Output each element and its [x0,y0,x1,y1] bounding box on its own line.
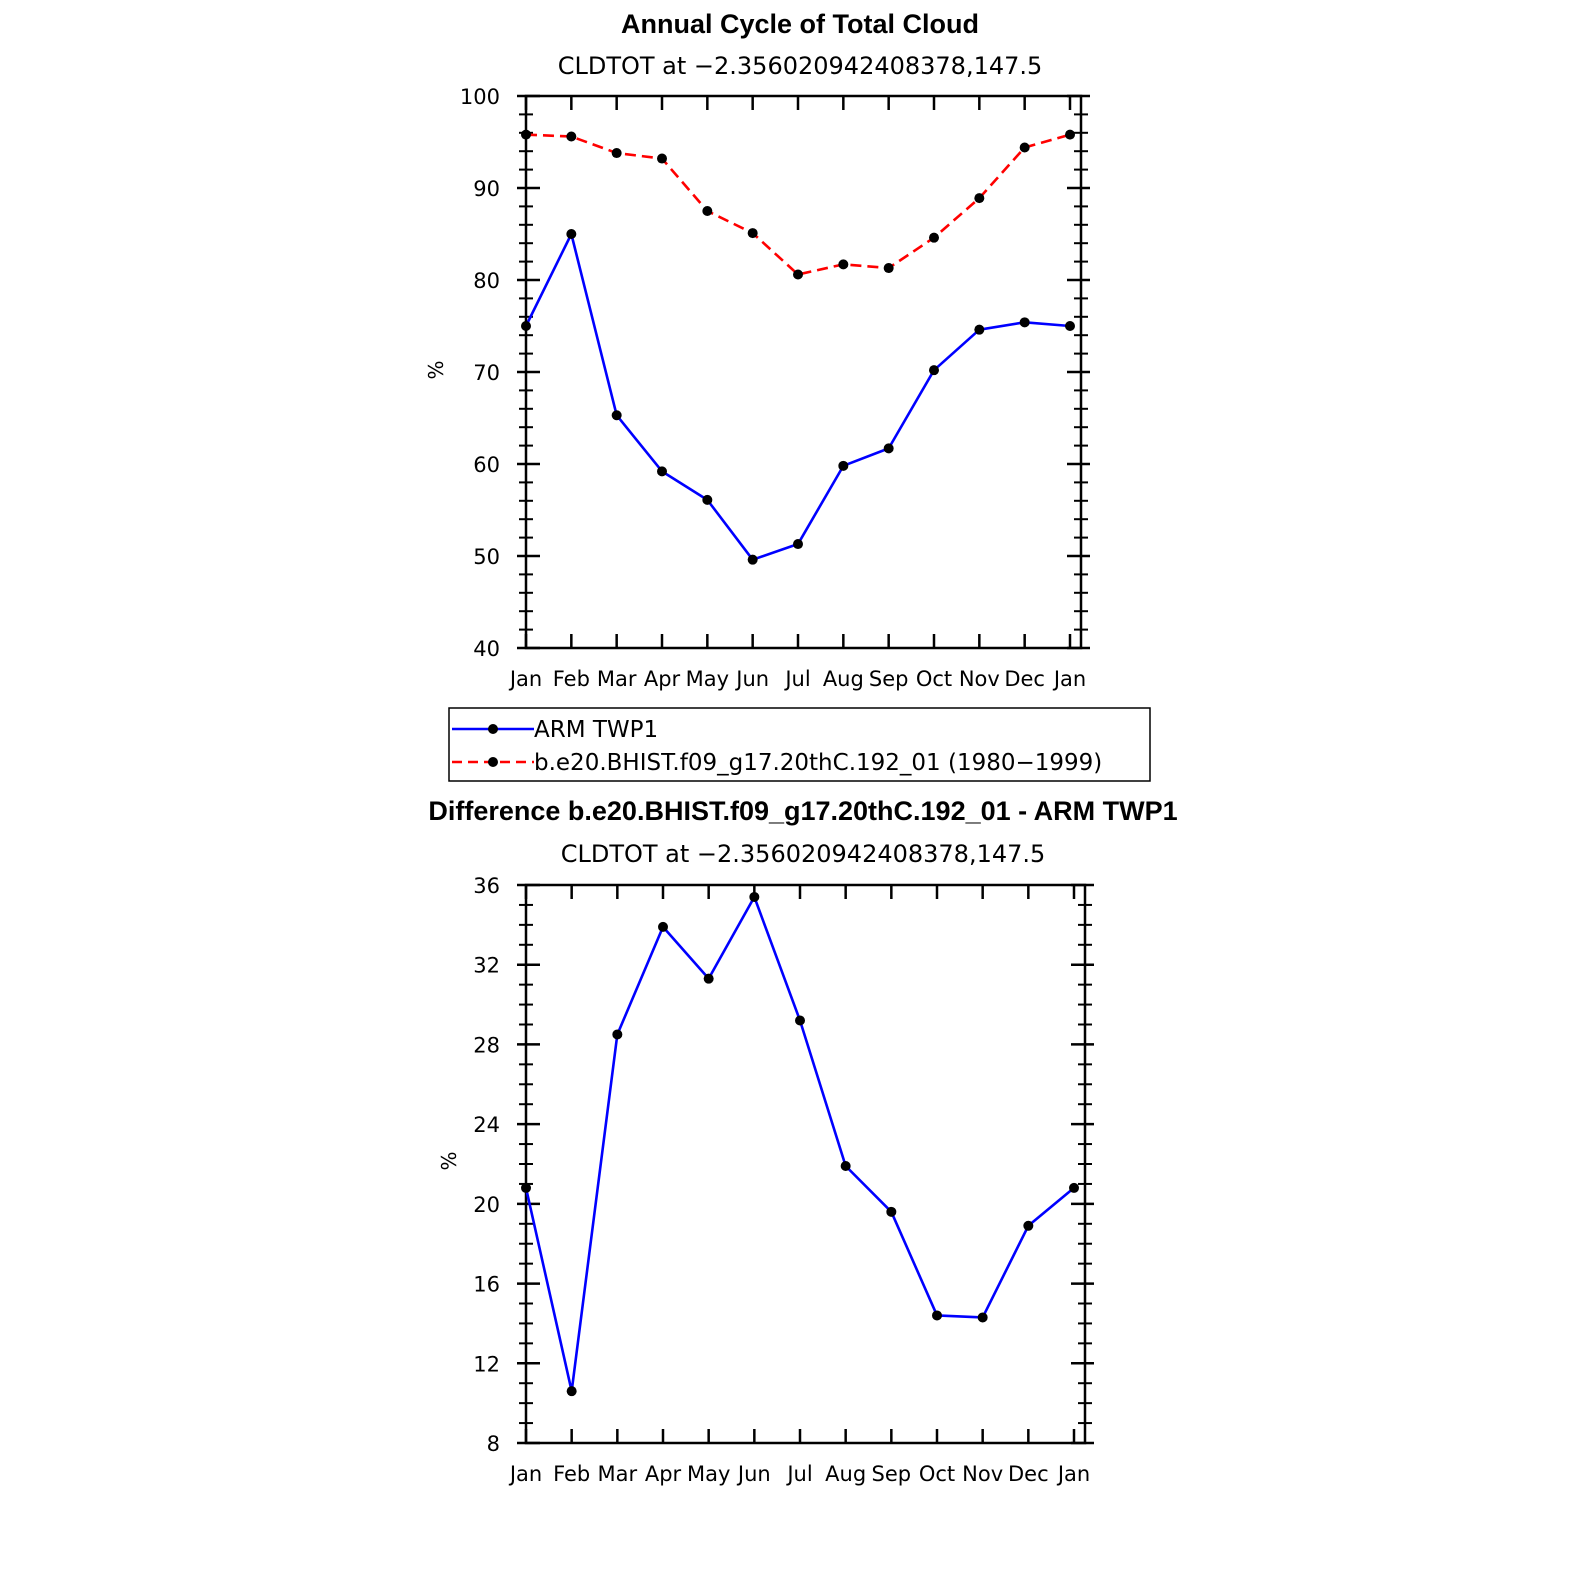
x-tick-label: Nov [959,667,1000,691]
y-tick-label: 8 [487,1432,500,1456]
chart-1-series-1-point [566,229,577,239]
chart-2-series-1-point [566,1386,577,1397]
chart-1-series-1-point [702,494,713,505]
x-tick-label: Jan [1052,667,1086,691]
y-tick-label: 32 [473,954,500,978]
x-tick-label: Jun [736,1462,771,1486]
chart-2: Difference b.e20.BHIST.f09_g17.20thC.192… [428,796,1177,1486]
legend-marker-model [488,757,498,767]
x-tick-label: Dec [1008,1462,1049,1486]
chart-2-series-1-point [795,1015,805,1026]
chart-2-series-1-point [658,921,668,932]
x-tick-label: Aug [823,667,864,691]
chart-1-series-2-point [747,228,758,239]
chart-1-series-2-point [974,193,985,204]
x-tick-label: Jul [783,667,810,691]
y-tick-label: 24 [473,1113,500,1137]
y-tick-label: 12 [473,1352,500,1376]
x-tick-label: Mar [597,667,637,691]
x-tick-label: Dec [1004,667,1045,691]
chart-1-series-2-point [702,206,713,216]
x-tick-label: Aug [825,1462,866,1486]
chart-2-series-1-point [1069,1182,1079,1193]
chart-1-series-2-point [838,259,849,270]
chart-1-series-1-point [611,410,622,421]
chart-1-series-line-1 [524,232,1071,561]
chart-1-series-2-point [1019,142,1030,153]
chart-2-series-1-point [749,891,760,902]
y-tick-label: 50 [473,545,500,569]
chart-1-series-1-point [793,539,803,550]
y-tick-label: 80 [473,269,500,293]
chart-1-series-2-point [566,131,577,142]
y-tick-label: 36 [473,874,500,898]
chart-2-title: Difference b.e20.BHIST.f09_g17.20thC.192… [428,796,1177,826]
y-tick-label: 70 [473,361,500,385]
chart-2-plot-frame [524,883,1087,1445]
chart-1-series-2-point [793,269,803,280]
y-tick-label: 16 [473,1273,500,1297]
x-tick-label: Apr [644,667,681,691]
x-tick-label: Sep [869,667,909,691]
x-tick-label: Nov [962,1462,1003,1486]
chart-1-series-1-point [747,554,758,565]
chart-1-series-1-point [974,324,985,335]
chart-1-series-2-point [611,148,622,159]
x-tick-label: May [686,667,729,691]
x-tick-label: May [687,1462,730,1486]
chart-1-series-2-point [883,263,894,274]
chart-1: Annual Cycle of Total Cloud CLDTOT at −2… [424,9,1090,691]
chart-1-series-2-point [1065,129,1075,140]
chart-2-ylabel: % [437,1151,461,1170]
chart-2-series-1-point [1023,1220,1034,1231]
x-tick-label: Sep [872,1462,912,1486]
chart-1-series-line-2 [525,133,1071,276]
y-tick-label: 28 [473,1033,500,1057]
legend-label-model: b.e20.BHIST.f09_g17.20thC.192_01 (1980−1… [534,750,1102,776]
x-tick-label: Oct [919,1462,955,1486]
chart-2-series-line-1 [524,895,1075,1393]
legend-label-arm: ARM TWP1 [534,717,658,743]
x-tick-label: Jan [1056,1462,1090,1486]
chart-2-series-1-point [612,1029,623,1040]
chart-1-series-2-point [657,153,667,164]
chart-1-series-1-point [1065,321,1075,331]
x-tick-label: Oct [916,667,952,691]
chart-1-series-1-point [883,443,894,454]
x-tick-label: Jun [734,667,769,691]
chart-2-subtitle: CLDTOT at −2.356020942408378,147.5 [561,840,1046,868]
y-tick-label: 60 [473,453,500,477]
y-tick-label: 90 [473,177,500,201]
x-tick-label: Mar [598,1462,638,1486]
x-tick-label: Feb [553,667,590,691]
x-tick-label: Jul [785,1462,812,1486]
chart-2-series-1-point [703,973,714,984]
chart-1-series-2-point [929,232,939,243]
chart-2-series-1-point [977,1312,988,1323]
chart-1-series-2-point [521,129,531,140]
chart-2-series-1-point [521,1182,531,1193]
x-tick-label: Feb [553,1462,590,1486]
y-tick-label: 100 [460,85,500,109]
chart-2-series-1-point [840,1160,851,1171]
chart-1-series-1-point [521,321,531,331]
chart-2-series-1-point [886,1206,897,1217]
x-tick-label: Apr [645,1462,682,1486]
chart-1-series-1-point [929,365,939,376]
chart-1-subtitle: CLDTOT at −2.356020942408378,147.5 [558,52,1043,80]
x-tick-label: Jan [508,667,542,691]
chart-1-ylabel: % [424,360,448,379]
chart-1-title: Annual Cycle of Total Cloud [621,9,979,39]
legend: ARM TWP1 b.e20.BHIST.f09_g17.20thC.192_0… [448,707,1151,782]
y-tick-label: 40 [473,637,500,661]
legend-box [448,707,1151,782]
legend-marker-arm [488,724,498,734]
chart-1-series-1-point [838,460,849,471]
chart-1-series-1-point [1019,317,1030,328]
chart-1-series-1-point [657,466,667,477]
x-tick-label: Jan [508,1462,542,1486]
chart-2-series-1-point [932,1310,942,1321]
y-tick-label: 20 [473,1193,500,1217]
